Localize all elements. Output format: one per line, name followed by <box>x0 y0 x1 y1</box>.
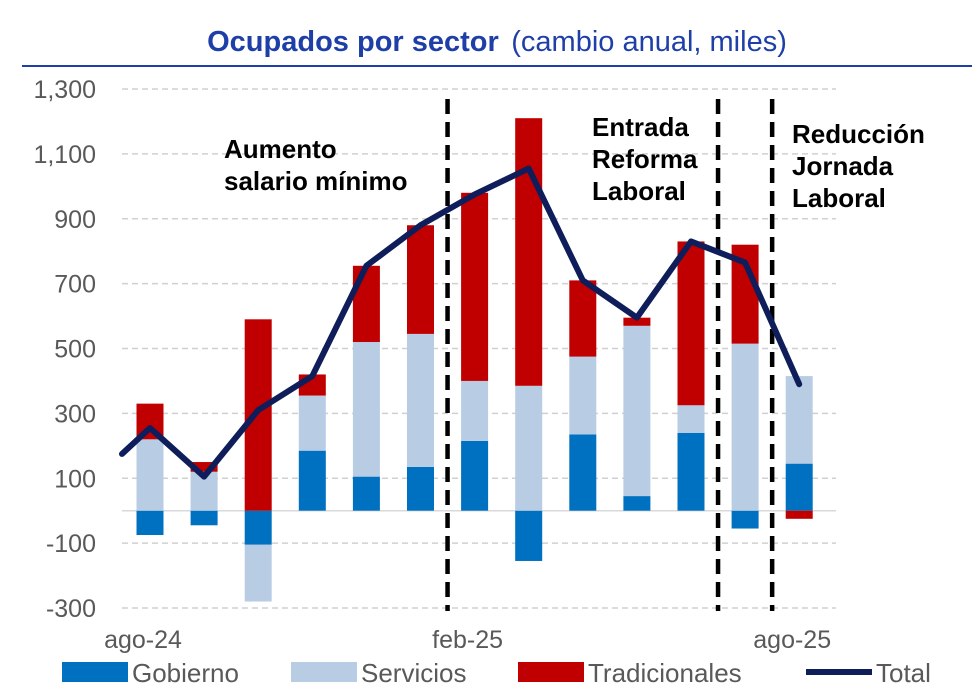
y-tick-label: -100 <box>46 530 96 558</box>
bar-gobierno-may-25 <box>623 496 651 511</box>
annotation-line: Laboral <box>592 176 686 206</box>
legend-label-tradicionales: Tradicionales <box>588 658 742 688</box>
bar-tradicionales-dic-24 <box>352 265 380 343</box>
annotation-1: Aumento salario mínimo <box>224 134 408 196</box>
bar-tradicionales-feb-25 <box>461 192 489 381</box>
bar-gobierno-ago-24 <box>136 510 164 536</box>
y-tick-label: 900 <box>54 206 96 234</box>
y-tick-label: 1,300 <box>33 76 96 104</box>
bar-servicios-ene-25 <box>407 333 434 467</box>
y-tick-label: -300 <box>46 595 96 623</box>
y-tick-label: 700 <box>54 271 96 299</box>
bar-gobierno-jun-25 <box>677 432 705 511</box>
bar-gobierno-feb-25 <box>461 440 489 511</box>
legend-swatch-gobierno <box>62 662 128 682</box>
chart-title: Ocupados por sector (cambio anual, miles… <box>207 26 787 58</box>
y-axis-ticks: 1,300 1,100 900 700 500 300 100 -100 -300 <box>33 76 96 623</box>
chart-title-sub: (cambio anual, miles) <box>511 26 787 58</box>
bar-gobierno-jul-25 <box>731 510 759 529</box>
bar-tradicionales-sep-24 <box>190 462 218 472</box>
bar-servicios-jul-25 <box>731 343 759 511</box>
bar-tradicionales-abr-25 <box>569 280 597 357</box>
x-tick-label: ago-24 <box>104 626 182 654</box>
legend-label-gobierno: Gobierno <box>132 658 239 688</box>
bar-servicios-dic-24 <box>352 342 380 477</box>
bar-tradicionales-oct-24 <box>244 319 272 511</box>
annotation-3: Reducción Jornada Laboral <box>792 119 925 213</box>
bar-servicios-ago-25 <box>785 376 813 464</box>
bar-gobierno-oct-24 <box>244 510 272 545</box>
total-line <box>119 165 803 480</box>
annotation-line: Aumento <box>224 134 337 164</box>
bars <box>136 118 813 602</box>
bar-gobierno-abr-25 <box>569 434 597 511</box>
event-lines <box>445 99 775 611</box>
bar-tradicionales-jun-25 <box>677 241 705 406</box>
bar-gobierno-dic-24 <box>352 476 380 511</box>
bar-servicios-mar-25 <box>515 385 543 511</box>
legend: Gobierno Servicios Tradicionales Total <box>62 658 931 688</box>
bar-servicios-abr-25 <box>569 356 597 435</box>
x-tick-label: feb-25 <box>432 626 503 654</box>
annotation-line: Reforma <box>592 144 698 174</box>
annotation-line: Reducción <box>792 119 925 149</box>
x-tick-label: ago-25 <box>753 626 831 654</box>
annotation-line: Laboral <box>792 183 886 213</box>
bar-tradicionales-ago-25 <box>785 510 813 519</box>
bar-tradicionales-ene-25 <box>407 225 434 334</box>
bar-servicios-feb-25 <box>461 380 489 441</box>
y-tick-label: 500 <box>54 336 96 364</box>
bar-gobierno-nov-24 <box>298 450 326 511</box>
bar-servicios-nov-24 <box>298 395 326 451</box>
legend-label-total: Total <box>876 658 931 688</box>
annotation-line: Entrada <box>592 112 689 142</box>
total-line-layer <box>119 165 803 480</box>
chart-title-main: Ocupados por sector <box>207 26 499 58</box>
bar-gobierno-sep-24 <box>190 510 218 526</box>
legend-swatch-servicios <box>291 662 357 682</box>
bar-servicios-may-25 <box>623 325 651 497</box>
annotation-line: Jornada <box>792 151 894 181</box>
legend-swatch-tradicionales <box>518 662 584 682</box>
bar-gobierno-mar-25 <box>515 510 543 561</box>
y-tick-label: 100 <box>54 465 96 493</box>
y-tick-label: 300 <box>54 400 96 428</box>
y-tick-label: 1,100 <box>33 141 96 169</box>
bar-servicios-ago-24 <box>136 439 164 511</box>
bar-gobierno-ago-25 <box>785 463 813 511</box>
bar-servicios-jun-25 <box>677 405 705 433</box>
annotation-line: salario mínimo <box>224 166 408 196</box>
annotation-2: Entrada Reforma Laboral <box>592 112 698 206</box>
bar-tradicionales-mar-25 <box>515 118 543 386</box>
bar-gobierno-ene-25 <box>407 466 434 511</box>
legend-label-servicios: Servicios <box>361 658 466 688</box>
bar-servicios-oct-24 <box>244 544 272 602</box>
bar-tradicionales-may-25 <box>623 317 651 326</box>
x-axis-ticks: ago-24 feb-25 ago-25 <box>104 626 831 654</box>
